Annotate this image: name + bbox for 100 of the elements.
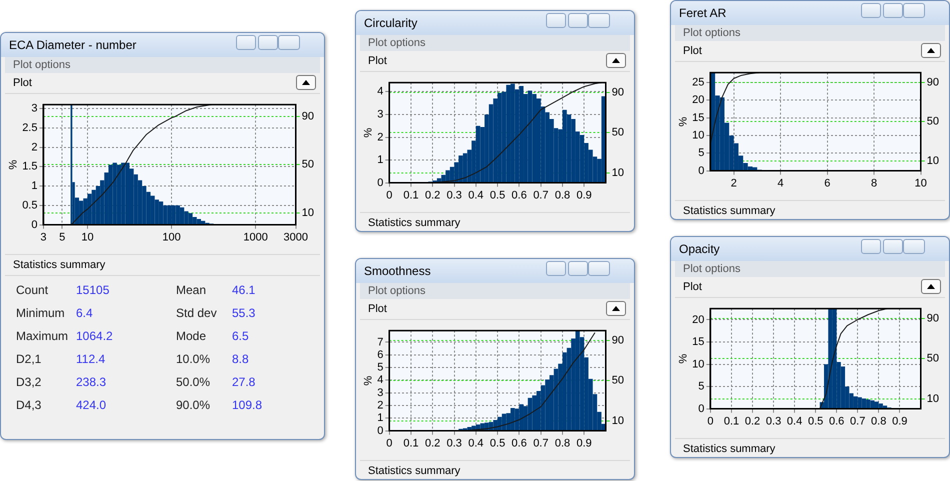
text: Statistics summary (683, 443, 776, 455)
y-axis-title: % (362, 376, 375, 386)
text: 10.0% (176, 352, 210, 366)
y-tick-label: 1 (377, 412, 384, 424)
y-tick-label: 0 (698, 402, 704, 415)
text: Statistics summary (13, 259, 106, 271)
text: Plot (368, 303, 387, 315)
x-tick-label: 0 (386, 437, 392, 450)
y-tick-label: 5 (698, 147, 704, 160)
y-tick-label: 15 (692, 112, 704, 124)
y-tick-label: 3 (377, 386, 384, 399)
x-tick-label: 4 (777, 177, 784, 190)
text: 1064.2 (76, 329, 113, 343)
y-tick-label: 1 (377, 154, 384, 166)
text: 112.4 (76, 352, 106, 366)
text: Statistics summary (368, 465, 460, 477)
text: Plot (13, 77, 32, 89)
y-tick-label: 2.5 (22, 122, 38, 134)
x-tick-label: 2 (730, 177, 737, 190)
y-tick-label: 10 (692, 358, 704, 370)
x-tick-label: 0.9 (576, 189, 592, 202)
x-tick-label: 0.1 (724, 415, 740, 428)
text: Plot options (675, 261, 945, 277)
y-tick-label: 1 (31, 180, 38, 192)
text: 6.4 (76, 306, 93, 320)
x-tick-label: 0.5 (490, 437, 506, 450)
text: Plot (683, 281, 702, 293)
y-tick-label: 5 (377, 362, 384, 374)
x-tick-label: 0.1 (403, 189, 419, 202)
y2-tick-label: 10 (926, 392, 940, 405)
x-tick-label: 0 (386, 189, 392, 202)
x-tick-label: 3000 (284, 231, 308, 244)
x-tick-label: 1000 (243, 231, 268, 244)
x-tick-label: 10 (81, 231, 94, 244)
x-tick-label: 0.7 (533, 189, 548, 202)
y-tick-label: 3 (377, 108, 384, 121)
y2-tick-label: 10 (926, 155, 940, 168)
x-tick-label: 0.4 (786, 415, 802, 428)
text: D4,3 (16, 398, 42, 412)
y-axis-title: % (678, 116, 690, 127)
x-tick-label: 0.8 (871, 415, 886, 428)
y-tick-label: 5 (698, 380, 704, 393)
y2-tick-label: 10 (612, 166, 624, 179)
y-tick-label: 6 (377, 348, 384, 361)
text: Std dev (176, 306, 217, 320)
y-tick-label: 7 (377, 336, 384, 348)
x-tick-label: 0.7 (533, 437, 548, 450)
chart-title: Circularity (364, 16, 418, 30)
x-tick-label: 3 (40, 231, 47, 244)
text: 109.8 (232, 398, 262, 412)
y-axis-title: % (8, 160, 20, 170)
x-tick-label: 0.5 (490, 189, 506, 202)
text: Maximum (16, 329, 68, 343)
text: Statistics summary (683, 205, 776, 217)
text: Mean (176, 283, 206, 297)
x-tick-label: 0.6 (512, 437, 527, 450)
x-tick-label: 0.3 (446, 437, 462, 450)
y-tick-label: 0 (31, 218, 38, 231)
text: Count (16, 283, 48, 297)
y2-tick-label: 10 (302, 206, 314, 219)
y2-tick-label: 90 (612, 334, 624, 347)
x-tick-label: 0.4 (468, 189, 484, 202)
x-tick-label: 0.8 (554, 189, 570, 202)
x-tick-label: 100 (162, 231, 181, 244)
text: 46.1 (232, 283, 256, 297)
text: Plot options (360, 35, 630, 51)
x-tick-label: 0.2 (424, 189, 440, 202)
y-tick-label: 4 (377, 374, 384, 386)
y2-tick-label: 50 (302, 158, 314, 171)
y-tick-label: 15 (692, 336, 704, 348)
x-tick-label: 0.9 (892, 415, 908, 428)
y-tick-label: 0 (377, 424, 384, 437)
y-tick-label: 0 (698, 164, 704, 177)
x-tick-label: 0 (707, 415, 714, 428)
chart-title: Feret AR (679, 6, 726, 20)
x-tick-label: 0.3 (446, 189, 462, 202)
x-tick-label: 0.2 (424, 437, 440, 450)
y-tick-label: 3 (31, 102, 38, 115)
text: Plot options (675, 25, 945, 41)
x-tick-label: 0.1 (403, 437, 419, 450)
x-tick-label: 0.3 (766, 415, 782, 428)
x-tick-label: 5 (59, 231, 66, 244)
y2-tick-label: 50 (612, 374, 624, 387)
text: Plot options (360, 283, 630, 299)
text: Statistics summary (368, 217, 460, 229)
text: 50.0% (176, 375, 210, 389)
x-tick-label: 0.6 (828, 415, 844, 428)
y-tick-label: 0.5 (22, 199, 38, 212)
chart-title: ECA Diameter - number (9, 38, 136, 52)
text: Plot (683, 45, 702, 57)
y-tick-label: 2 (377, 131, 384, 144)
x-tick-label: 0.4 (468, 437, 484, 450)
y-tick-label: 2 (377, 400, 384, 412)
y2-tick-label: 50 (926, 352, 940, 365)
chart-title: Smoothness (364, 264, 431, 278)
chart-title: Opacity (679, 242, 720, 256)
y-tick-label: 1.5 (22, 160, 38, 173)
x-tick-label: 8 (870, 177, 878, 190)
y-tick-label: 2 (31, 141, 38, 154)
x-tick-label: 0.9 (576, 437, 592, 450)
